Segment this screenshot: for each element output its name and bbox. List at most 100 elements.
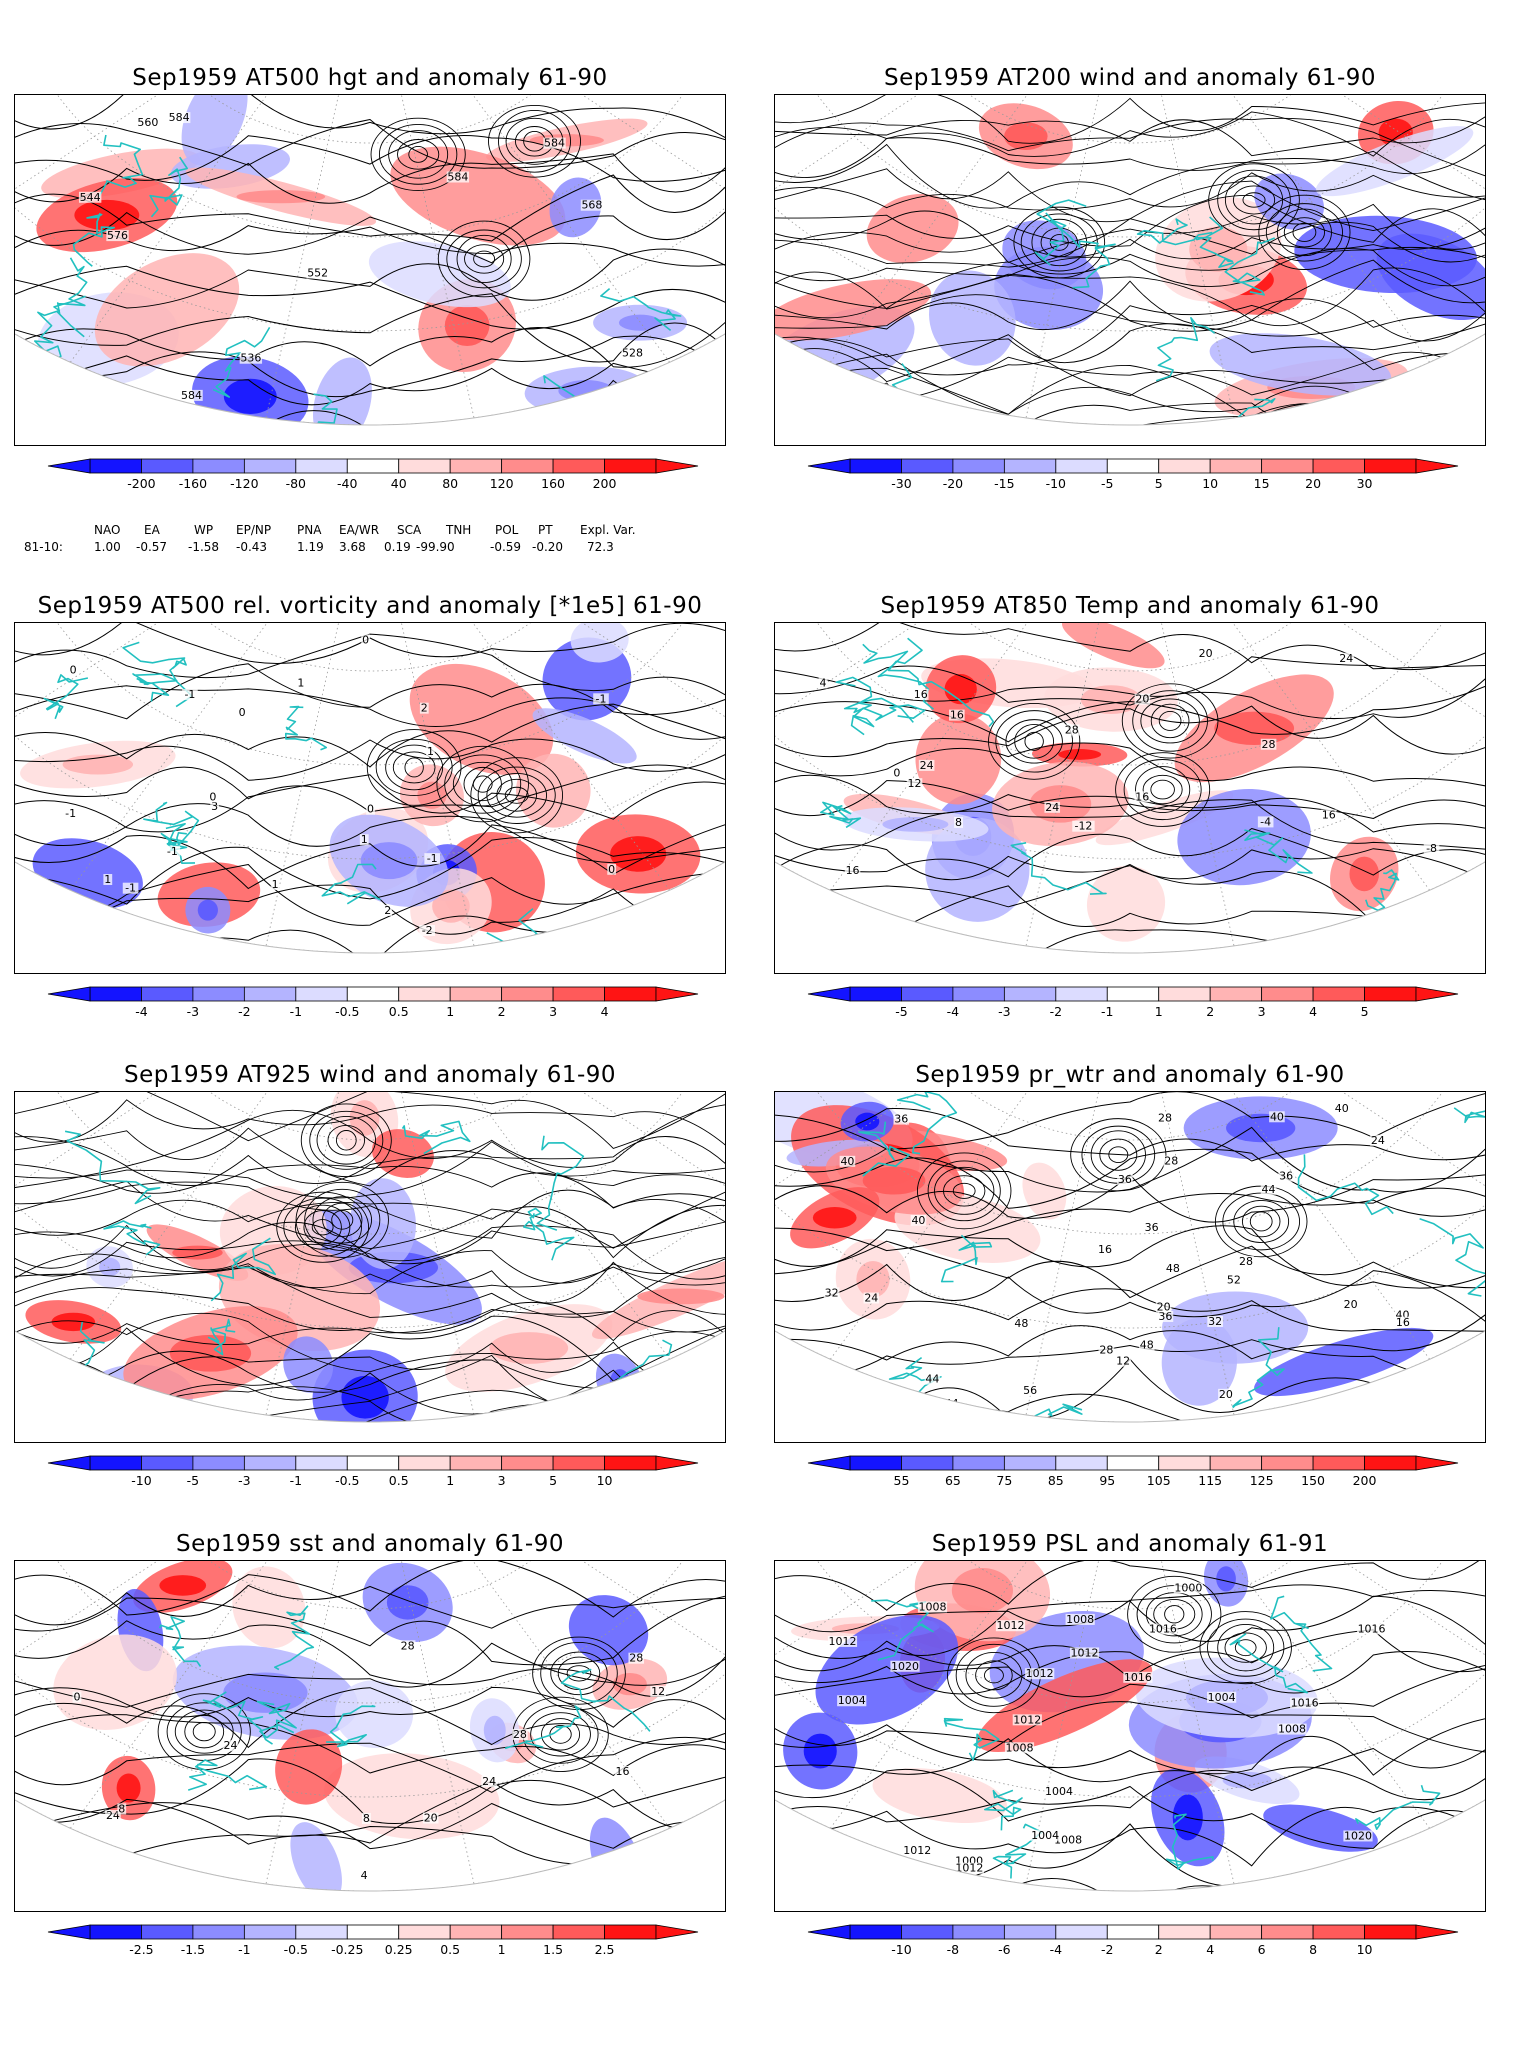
- meridian: [775, 1092, 1131, 1281]
- closed-contour: [1070, 1118, 1167, 1192]
- coastline: [56, 257, 88, 338]
- anomaly-shading: [532, 708, 637, 764]
- colorbar-tick-label: -5: [1101, 476, 1113, 491]
- contour-line: [775, 1861, 1485, 1891]
- colorbar-arrow-right: [655, 1455, 699, 1471]
- colorbar-swatch: [501, 1924, 554, 1940]
- contour-label-bg: [419, 702, 429, 714]
- panel-title: Sep1959 AT925 wind and anomaly 61-90: [123, 1062, 617, 1088]
- closed-contour: [1140, 698, 1200, 744]
- colorbar-tick-label: 150: [1301, 1473, 1325, 1488]
- colorbar: -10 -8 -6 -4 -2 2 4 6 8 10: [804, 1921, 1464, 1977]
- contour-line: [775, 1388, 1485, 1422]
- anomaly-shading: [775, 279, 932, 341]
- contour-label: 16: [1396, 1316, 1410, 1329]
- contour-line: [15, 174, 725, 242]
- meridian: [256, 623, 371, 953]
- closed-contour: [496, 778, 538, 812]
- contour-label: 1: [427, 745, 434, 758]
- colorbar-swatch: [1055, 1924, 1108, 1940]
- anomaly-shading-core: [349, 1100, 380, 1136]
- contour-line: [15, 201, 725, 264]
- meridian: [256, 1092, 371, 1422]
- contour-label: 40: [840, 1155, 854, 1168]
- contour-label-bg: [424, 853, 440, 865]
- contour-label-bg: [1157, 1112, 1173, 1124]
- colorbar-swatch: [552, 1924, 605, 1940]
- contour-label-bg: [570, 402, 594, 414]
- meridian: [369, 623, 484, 953]
- closed-contour: [300, 1103, 392, 1178]
- colorbar-tick-label: -3: [238, 1473, 250, 1488]
- coastline: [98, 134, 144, 197]
- contour-line: [775, 774, 1485, 820]
- closed-contour: [1208, 163, 1300, 237]
- meridian: [1129, 95, 1244, 425]
- colorbar-tick-label: -200: [127, 476, 155, 491]
- contour-label-bg: [399, 1640, 416, 1652]
- closed-contour: [283, 1197, 362, 1257]
- colorbar-swatch: [1003, 1455, 1057, 1471]
- contour-label-bg: [1370, 1134, 1386, 1146]
- panel-title: Sep1959 AT500 hgt and anomaly 61-90: [132, 65, 608, 91]
- closed-contour: [965, 1651, 1023, 1699]
- contour-label-bg: [902, 1844, 932, 1856]
- closed-contour: [1014, 724, 1055, 759]
- contour-label: 36: [894, 1113, 908, 1126]
- meridian: [1129, 623, 1485, 812]
- contour-line: [15, 355, 725, 406]
- colorbar-arrow-right: [1415, 1455, 1459, 1471]
- closed-contour: [1234, 1639, 1257, 1657]
- contour-line: [775, 1785, 1485, 1849]
- contour-label: 0: [367, 803, 374, 816]
- streamline: [775, 259, 1485, 321]
- colorbar-swatch: [552, 458, 605, 474]
- closed-contour: [436, 745, 529, 823]
- contour-label-bg: [1063, 724, 1080, 736]
- index-value-explvar: 72.3: [587, 540, 614, 554]
- streamline: [775, 143, 1485, 209]
- meridian: [15, 623, 371, 658]
- colorbar-swatch: [398, 986, 451, 1002]
- anomaly-shading: [549, 177, 602, 238]
- contour-line: [15, 312, 725, 368]
- colorbar-swatch: [1209, 986, 1263, 1002]
- contour-label-bg: [362, 1812, 371, 1824]
- contour-label-bg: [239, 352, 263, 364]
- coastline: [207, 1318, 236, 1356]
- colorbar-swatch: [1158, 1455, 1211, 1471]
- anomaly-shading-core: [856, 1260, 890, 1298]
- closed-contour: [934, 1166, 995, 1215]
- coastline: [1229, 1633, 1308, 1694]
- colorbar-tick-label: 4: [1206, 1942, 1214, 1957]
- contour-label-bg: [180, 389, 203, 401]
- contour-label-bg: [1097, 1244, 1113, 1256]
- colorbar-tick-label: 10: [597, 1473, 613, 1488]
- colorbar-swatch: [501, 986, 554, 1002]
- contour-label-bg: [593, 693, 609, 705]
- anomaly-shading-core: [803, 1733, 837, 1769]
- contour-line: [15, 1687, 725, 1749]
- colorbar-tick-label: 4: [601, 1004, 609, 1019]
- panel-title: Sep1959 AT500 rel. vorticity and anomaly…: [37, 593, 703, 619]
- projection-boundary: [775, 1330, 1485, 1423]
- closed-contour: [331, 1210, 354, 1230]
- closed-contour: [1249, 1211, 1273, 1232]
- meridian: [369, 95, 725, 284]
- contour-label: 56: [1023, 1384, 1037, 1397]
- colorbar-swatch: [1261, 986, 1314, 1002]
- contour-line: [15, 774, 725, 833]
- colorbar-tick-label: -5: [895, 1004, 907, 1019]
- colorbar-tick-label: -20: [943, 476, 963, 491]
- colorbar-tick-label: 80: [442, 476, 458, 491]
- closed-contour: [1121, 683, 1219, 759]
- streamline: [775, 195, 1485, 247]
- contour-label-bg: [306, 267, 329, 279]
- anomaly-shading: [350, 1178, 416, 1270]
- meridian: [256, 95, 371, 425]
- streamline: [15, 1250, 725, 1295]
- anomaly-shading-core: [637, 1288, 725, 1305]
- colorbar-swatch: [449, 1924, 503, 1940]
- closed-contour: [1005, 719, 1063, 764]
